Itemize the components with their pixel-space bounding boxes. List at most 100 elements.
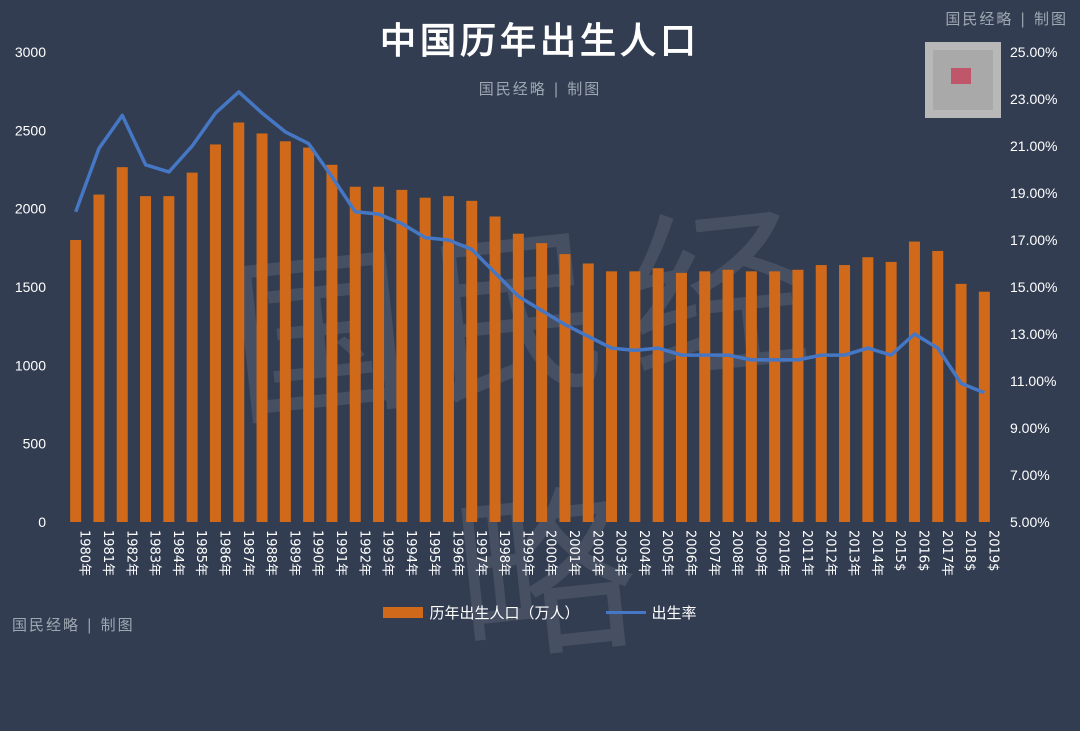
right-axis-tick: 15.00% <box>1010 279 1057 295</box>
watermark-top-right: 国民经略 | 制图 <box>945 10 1068 28</box>
bar-2005年 <box>652 268 664 522</box>
x-axis-tick-label: 2013年 <box>846 530 861 576</box>
bar-2019年 <box>978 291 990 522</box>
left-axis-tick: 0 <box>38 514 46 530</box>
left-axis-tick: 500 <box>23 436 47 452</box>
bar-1993年 <box>373 186 385 522</box>
bar-2017年 <box>932 250 944 522</box>
bar-2016年 <box>908 241 920 523</box>
right-axis-tick: 11.00% <box>1010 373 1056 389</box>
x-axis-tick-label: 1989年 <box>286 530 301 576</box>
x-axis-tick-label: 2000年 <box>543 530 558 576</box>
bar-1980年 <box>70 240 82 522</box>
x-axis-tick-label: 1991年 <box>333 530 348 576</box>
bar-2018年 <box>955 283 967 522</box>
x-axis-tick-label: 2010年 <box>776 530 791 576</box>
legend-birth-rate-label: 出生率 <box>651 604 697 622</box>
watermark-bottom-left: 国民经略 | 制图 <box>12 616 135 634</box>
right-axis-tick: 19.00% <box>1010 185 1057 201</box>
x-axis-tick-label: 1995年 <box>426 530 441 576</box>
x-axis-tick-label: 1987年 <box>240 530 255 576</box>
bar-1999年 <box>512 233 524 522</box>
bar-2014年 <box>862 257 874 522</box>
x-axis-tick-label: 1998年 <box>496 530 511 576</box>
right-axis-tick: 21.00% <box>1010 138 1057 154</box>
x-axis-tick-label: 2001年 <box>566 530 581 576</box>
bar-1986年 <box>209 144 221 522</box>
left-axis-tick: 2500 <box>15 122 46 138</box>
bar-1996年 <box>442 196 454 522</box>
bar-2013年 <box>839 265 851 522</box>
x-axis-tick-label: 1996年 <box>449 530 464 576</box>
bar-2004年 <box>629 271 641 522</box>
x-axis-tick-label: 1997年 <box>473 530 488 576</box>
x-axis-tick-label: 2019$ <box>985 530 1000 571</box>
bar-1988年 <box>256 133 268 522</box>
bar-2001年 <box>559 254 571 522</box>
bar-2009年 <box>745 271 757 522</box>
x-axis-tick-label: 1990年 <box>310 530 325 576</box>
x-axis-tick-label: 1982年 <box>123 530 138 576</box>
x-axis-tick-label: 1984年 <box>170 530 185 576</box>
x-axis-tick-label: 1985年 <box>193 530 208 576</box>
bar-2015年 <box>885 261 897 522</box>
qr-code-image <box>925 42 1001 118</box>
legend-births-label: 历年出生人口（万人） <box>429 604 580 622</box>
bar-1987年 <box>233 122 245 522</box>
chart-title: 中国历年出生人口 <box>379 21 700 62</box>
bar-2011年 <box>792 269 804 522</box>
x-axis-tick-label: 1988年 <box>263 530 278 576</box>
legend-bar-swatch <box>383 607 424 618</box>
bar-2006年 <box>675 272 687 522</box>
x-axis-tick-label: 2008年 <box>729 530 744 576</box>
x-axis-tick-label: 2004年 <box>636 530 651 576</box>
legend-item-births: 历年出生人口（万人） <box>383 602 580 623</box>
x-axis-tick-label: 2009年 <box>752 530 767 576</box>
bar-2000年 <box>536 243 548 522</box>
x-axis-tick-label: 2007年 <box>706 530 721 576</box>
x-axis-tick-label: 2018$ <box>962 530 977 571</box>
right-axis-tick: 13.00% <box>1010 326 1057 342</box>
right-axis-tick: 25.00% <box>1010 44 1057 60</box>
legend-item-birth-rate: 出生率 <box>605 602 697 623</box>
bar-1998年 <box>489 216 501 522</box>
right-axis-tick: 23.00% <box>1010 91 1057 107</box>
chart-svg: 0 500 1000 1500 2000 2500 3000 5.00% 7.00% 9.00%… <box>15 44 1058 576</box>
bar-1989年 <box>279 141 291 523</box>
bar-1985年 <box>186 172 198 522</box>
x-axis-tick-label: 1992年 <box>356 530 371 576</box>
bar-1995年 <box>419 197 431 522</box>
legend-line-swatch <box>605 611 646 614</box>
chart-subtitle: 国民经略 | 制图 <box>478 80 602 98</box>
left-axis-tick: 2000 <box>15 201 46 217</box>
qr-center-mark <box>951 68 971 84</box>
birth-rate-line <box>74 90 986 395</box>
x-axis-tick-label: 2006年 <box>682 530 697 576</box>
x-axis-tick-label: 2015$ <box>892 530 907 571</box>
bar-2010年 <box>769 271 781 522</box>
x-axis-tick-label: 2003年 <box>613 530 628 576</box>
x-axis-tick-label: 2012年 <box>822 530 837 576</box>
right-axis-tick: 5.00% <box>1010 514 1050 530</box>
x-axis-tick-label: 2014年 <box>869 530 884 576</box>
left-axis-tick: 1000 <box>15 357 46 373</box>
x-axis-tick-label: 1986年 <box>216 530 231 576</box>
x-axis-tick-label: 1993年 <box>380 530 395 576</box>
x-axis-tick-label: 2005年 <box>659 530 674 576</box>
bar-1981年 <box>93 194 105 523</box>
chart-figure: 国民经略 0 500 1000 1500 2000 2500 3000 5.00% 7.00%… <box>12 10 1068 692</box>
right-axis-tick: 9.00% <box>1010 420 1050 436</box>
bar-1997年 <box>466 200 478 523</box>
bar-1984年 <box>163 196 175 522</box>
x-axis-tick-label: 1999年 <box>519 530 534 576</box>
bar-2002年 <box>582 263 594 522</box>
bar-2007年 <box>699 271 711 522</box>
bar-1992年 <box>349 186 361 522</box>
bar-1994年 <box>396 189 408 522</box>
x-axis-tick-label: 1983年 <box>147 530 162 576</box>
right-axis-tick: 17.00% <box>1010 232 1057 248</box>
right-axis-tick: 7.00% <box>1010 467 1050 483</box>
x-axis-tick-label: 2017年 <box>939 530 954 576</box>
bar-2008年 <box>722 269 734 522</box>
bar-1991年 <box>326 164 338 523</box>
